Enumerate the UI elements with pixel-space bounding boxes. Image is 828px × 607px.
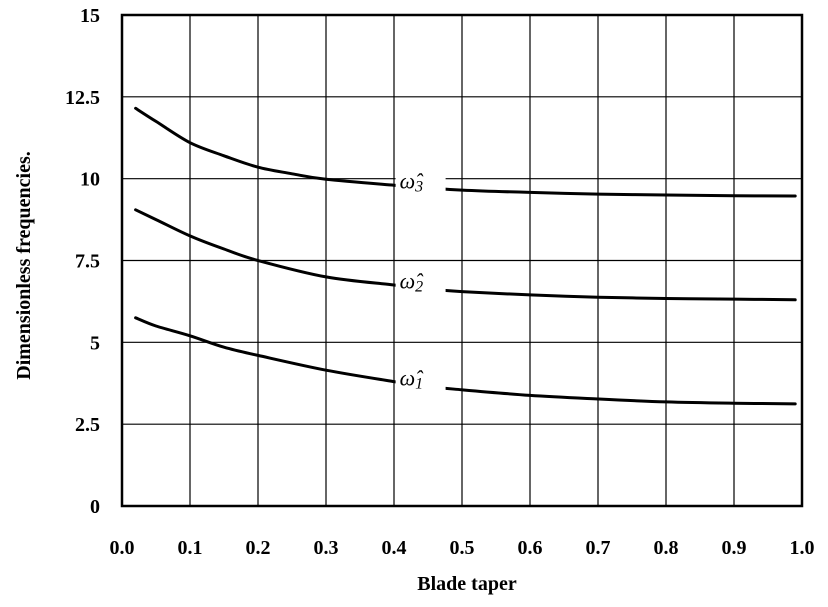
y-axis-title: Dimensionless frequencies. <box>13 151 35 380</box>
x-tick-label: 0.8 <box>654 537 679 559</box>
x-tick-label: 1.0 <box>790 537 815 559</box>
y-tick-label: 2.5 <box>75 414 100 436</box>
series-line-1 <box>134 316 797 406</box>
series-layer <box>134 106 797 406</box>
series-label-gap <box>395 270 446 297</box>
y-tick-label: 10 <box>80 169 100 191</box>
series-line-2 <box>134 208 797 302</box>
x-tick-label: 0.5 <box>450 537 475 559</box>
x-tick-label: 0.0 <box>110 537 135 559</box>
y-tick-label: 12.5 <box>65 87 100 109</box>
x-tick-label: 0.6 <box>518 537 543 559</box>
series-label-gap <box>395 170 446 197</box>
y-tick-label: 15 <box>80 5 100 27</box>
x-tick-label: 0.2 <box>246 537 271 559</box>
y-tick-label: 0 <box>90 496 100 518</box>
series-line-3 <box>134 106 797 198</box>
x-axis-title: Blade taper <box>417 573 517 595</box>
grid-lines <box>121 14 803 507</box>
x-tick-label: 0.3 <box>314 537 339 559</box>
series-labels: ω̂1ω̂2ω̂3 <box>395 168 446 394</box>
x-tick-label: 0.7 <box>586 537 611 559</box>
y-tick-label: 7.5 <box>75 251 100 273</box>
y-axis-ticks: 0 2.5 5 7.5 10 12.5 15 <box>65 5 100 518</box>
plot-area-frame <box>120 13 804 508</box>
x-tick-label: 0.1 <box>178 537 203 559</box>
series-label-gap <box>395 367 446 394</box>
x-axis-ticks: 0.0 0.1 0.2 0.3 0.4 0.5 0.6 0.7 0.8 0.9 1.0 <box>110 537 815 559</box>
x-tick-label: 0.9 <box>722 537 747 559</box>
x-tick-label: 0.4 <box>382 537 407 559</box>
y-tick-label: 5 <box>90 332 100 354</box>
